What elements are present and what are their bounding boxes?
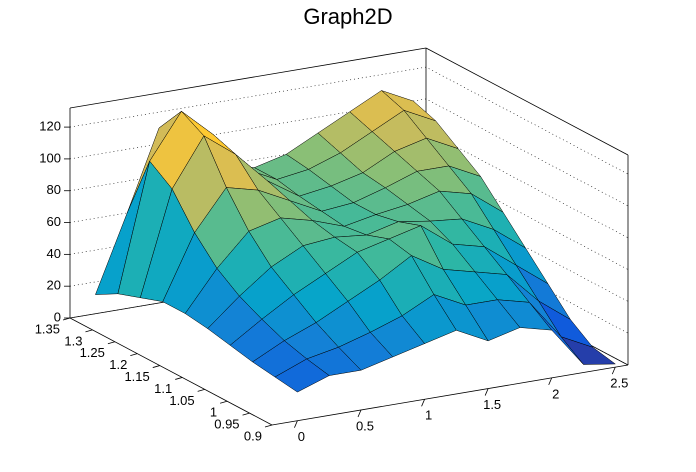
z-tick-label: 80 <box>47 182 61 197</box>
y-tick-label: 0.95 <box>214 417 239 432</box>
x-tick <box>294 420 298 428</box>
y-tick-label: 1.1 <box>154 381 172 396</box>
x-tick-label: 1.5 <box>483 397 501 412</box>
y-tick <box>264 424 273 428</box>
x-tick <box>548 377 553 386</box>
z-tick-label: 100 <box>39 150 61 165</box>
y-tick <box>242 412 250 416</box>
y-tick-label: 1.2 <box>109 357 127 372</box>
y-tick-label: 1.05 <box>169 393 194 408</box>
chart-title: Graph2D <box>303 4 392 29</box>
x-tick <box>421 399 425 407</box>
z-tick-label: 60 <box>47 214 61 229</box>
y-tick <box>175 377 183 380</box>
x-tick-label: 0.5 <box>356 418 374 433</box>
y-axis <box>69 317 273 426</box>
surface-cell <box>274 358 330 393</box>
z-tick-label: 40 <box>47 246 61 261</box>
grid-line <box>69 66 629 175</box>
y-tick <box>62 317 71 321</box>
y-tick-label: 1.25 <box>80 345 105 360</box>
x-tick-label: 1 <box>425 408 432 423</box>
y-tick <box>130 353 138 357</box>
y-tick <box>85 329 93 333</box>
x-axis <box>271 364 629 426</box>
y-tick-label: 1.3 <box>64 333 82 348</box>
y-tick-label: 0.9 <box>244 428 262 443</box>
x-tick <box>611 366 616 375</box>
z-tick-label: 0 <box>54 309 61 324</box>
box-edge <box>69 47 427 109</box>
y-tick-label: 1 <box>210 405 217 420</box>
x-tick-label: 2.5 <box>610 376 628 391</box>
y-tick <box>197 388 205 392</box>
box-edge <box>425 47 629 156</box>
x-tick <box>484 388 489 396</box>
y-tick <box>107 341 115 345</box>
x-tick-label: 2 <box>552 386 559 401</box>
x-tick-label: 0 <box>298 429 305 444</box>
y-tick-label: 1.35 <box>35 321 60 336</box>
z-tick-label: 20 <box>47 278 61 293</box>
y-tick <box>220 400 228 404</box>
y-tick <box>152 365 160 368</box>
x-tick <box>357 409 362 418</box>
y-tick-label: 1.15 <box>124 369 149 384</box>
z-tick-label: 120 <box>39 119 61 134</box>
